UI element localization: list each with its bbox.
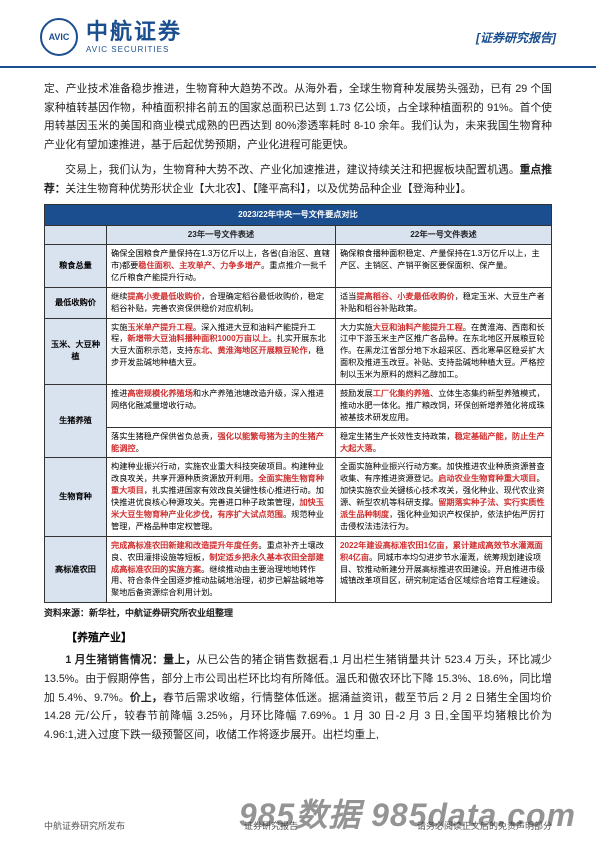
p2-a: 交易上，我们认为，生物育种大势不改、产业化加速推进，建议持续关注和把握板块配置机… — [65, 164, 519, 176]
table-row: 高标准农田 完成高标准农田新建和改造提升年度任务。重点补齐土壤改良、农田灌排设施… — [45, 536, 552, 602]
cell-23: 实施玉米单产提升工程。深入推进大豆和油料产能提升工程，新增带大豆油料播种面积10… — [107, 318, 336, 384]
cell-23: 继续提高小麦最低收购价，合理确定稻谷最低收购价，稳定稻谷补贴，完善农资保供稳价对… — [107, 287, 336, 318]
cell-23: 落实生猪稳产保供省负总责，强化以能繁母猪为主的生猪产能调控。 — [107, 427, 336, 458]
logo: AVIC 中航证券 AVIC SECURITIES — [40, 18, 182, 56]
cell-23: 完成高标准农田新建和改造提升年度任务。重点补齐土壤改良、农田灌排设施等短板，制定… — [107, 536, 336, 602]
report-tag: [证券研究报告] — [476, 29, 556, 46]
p3-a: 1 月生猪销售情况：量上， — [65, 654, 196, 666]
section-title: 【养殖产业】 — [44, 629, 552, 645]
content: 定、产业技术准备稳步推进，生物育种大趋势不改。从海外看，全球生物育种发展势头强劲… — [0, 68, 596, 745]
table-row: 最低收购价 继续提高小麦最低收购价，合理确定稻谷最低收购价，稳定稻谷补贴，完善农… — [45, 287, 552, 318]
page-header: AVIC 中航证券 AVIC SECURITIES [证券研究报告] — [0, 0, 596, 68]
row-head: 高标准农田 — [45, 536, 107, 602]
logo-en: AVIC SECURITIES — [86, 45, 182, 54]
table-row: 生物育种 构建种业振兴行动，实施农业重大科技突破项目。构建种业改良攻关，共享开源… — [45, 458, 552, 536]
cell-23: 确保全国粮食产量保持在1.3万亿斤以上，各省(自治区、直辖市)都要稳住面积、主攻… — [107, 245, 336, 288]
cell-23: 推进高密规模化养殖场和水产养殖池塘改造升级，深入推进网络化融减量增收行动。 — [107, 385, 336, 428]
p3-c: 价上， — [130, 692, 163, 704]
table-row: 粮食总量 确保全国粮食产量保持在1.3万亿斤以上，各省(自治区、直辖市)都要稳住… — [45, 245, 552, 288]
footer-right: 请务必阅读正文后的免责声明部分 — [417, 819, 552, 832]
row-head: 粮食总量 — [45, 245, 107, 288]
table-title: 2023/22年中央一号文件要点对比 — [45, 205, 552, 226]
row-head: 最低收购价 — [45, 287, 107, 318]
cell-22: 2022年建设高标准农田1亿亩，累计建成高效节水灌溉面积4亿亩。同城市本均匀进步… — [335, 536, 551, 602]
logo-text: 中航证券 AVIC SECURITIES — [86, 21, 182, 54]
p2-c: 关注生物育种优势形状企业【大北农】、【隆平高科】，以及优势品种企业【登海种业】。 — [65, 183, 471, 195]
col-22: 22年一号文件表述 — [335, 226, 551, 245]
para-3: 1 月生猪销售情况：量上，从已公告的猪企销售数据看,1 月出栏生猪销量共计 52… — [44, 651, 552, 745]
para-2: 交易上，我们认为，生物育种大势不改、产业化加速推进，建议持续关注和把握板块配置机… — [44, 161, 552, 198]
cell-22: 大力实施大豆和油料产能提升工程。在黄淮海、西南和长江中下游玉米主产区推广各品种。… — [335, 318, 551, 384]
row-head: 生物育种 — [45, 458, 107, 536]
cell-22: 全面实施种业振兴行动方案。加快推进农业种质资源普查收集、有序推进资源登记。启动农… — [335, 458, 551, 536]
comparison-table: 2023/22年中央一号文件要点对比 23年一号文件表述 22年一号文件表述 粮… — [44, 204, 552, 619]
table-source: 资料来源：新华社，中航证券研究所农业组整理 — [44, 606, 552, 619]
cell-22: 适当提高稻谷、小麦最低收购价，稳定玉米、大豆生产者补贴和稻谷补贴政策。 — [335, 287, 551, 318]
row-head: 生猪养殖 — [45, 385, 107, 458]
table-row: 玉米、大豆种植 实施玉米单产提升工程。深入推进大豆和油料产能提升工程，新增带大豆… — [45, 318, 552, 384]
cell-22: 确保粮食播种面积稳定、产量保持在1.3万亿斤以上，主产区、主销区、产销平衡区要保… — [335, 245, 551, 288]
col-23: 23年一号文件表述 — [107, 226, 336, 245]
table-header-row: 23年一号文件表述 22年一号文件表述 — [45, 226, 552, 245]
cell-23: 构建种业振兴行动，实施农业重大科技突破项目。构建种业改良攻关，共享开源种质资源放… — [107, 458, 336, 536]
row-head: 玉米、大豆种植 — [45, 318, 107, 384]
logo-cn: 中航证券 — [86, 21, 182, 43]
para-1: 定、产业技术准备稳步推进，生物育种大趋势不改。从海外看，全球生物育种发展势头强劲… — [44, 80, 552, 155]
col-blank — [45, 226, 107, 245]
table-row: 落实生猪稳产保供省负总责，强化以能繁母猪为主的生猪产能调控。 稳定生猪生产长效性… — [45, 427, 552, 458]
table-row: 生猪养殖 推进高密规模化养殖场和水产养殖池塘改造升级，深入推进网络化融减量增收行… — [45, 385, 552, 428]
footer: 中航证券研究所发布 证券研究报告 请务必阅读正文后的免责声明部分 — [0, 819, 596, 832]
cell-22: 稳定生猪生产长效性支持政策，稳定基础产能，防止生产大起大落。 — [335, 427, 551, 458]
footer-left: 中航证券研究所发布 — [44, 819, 125, 832]
cell-22: 鼓励发展工厂化集约养殖、立体生态集约新型养殖模式，推动水肥一体化。推广粮改饲，环… — [335, 385, 551, 428]
logo-icon: AVIC — [40, 18, 78, 56]
footer-mid: 证券研究报告 — [244, 819, 298, 832]
table-title-row: 2023/22年中央一号文件要点对比 — [45, 205, 552, 226]
